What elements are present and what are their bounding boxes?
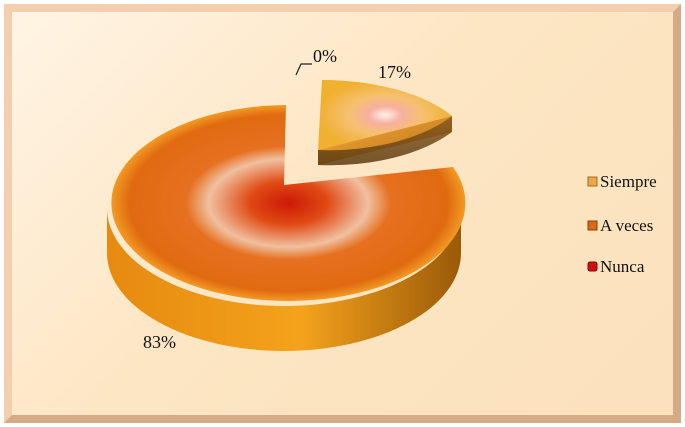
slice-a-veces xyxy=(107,105,466,351)
legend-item-nunca: Nunca xyxy=(587,257,645,276)
legend-swatch-nunca xyxy=(587,261,598,272)
slice-siempre xyxy=(318,80,452,166)
legend: Siempre A veces Nunca xyxy=(587,172,657,276)
legend-label-nunca: Nunca xyxy=(600,257,645,276)
legend-label-a-veces: A veces xyxy=(600,216,653,235)
slice-siempre-top xyxy=(318,80,452,150)
legend-item-a-veces: A veces xyxy=(587,216,653,235)
data-label-siempre: 17% xyxy=(378,62,411,82)
data-label-nunca: 0% xyxy=(313,46,337,66)
legend-item-siempre: Siempre xyxy=(587,172,657,191)
slice-a-veces-top xyxy=(111,105,466,301)
slice-a-veces-side xyxy=(107,208,461,351)
nunca-leader-line xyxy=(295,63,312,76)
legend-swatch-a-veces xyxy=(587,220,598,231)
legend-swatch-siempre xyxy=(587,176,598,187)
legend-label-siempre: Siempre xyxy=(600,172,657,191)
data-label-a-veces: 83% xyxy=(143,332,176,352)
